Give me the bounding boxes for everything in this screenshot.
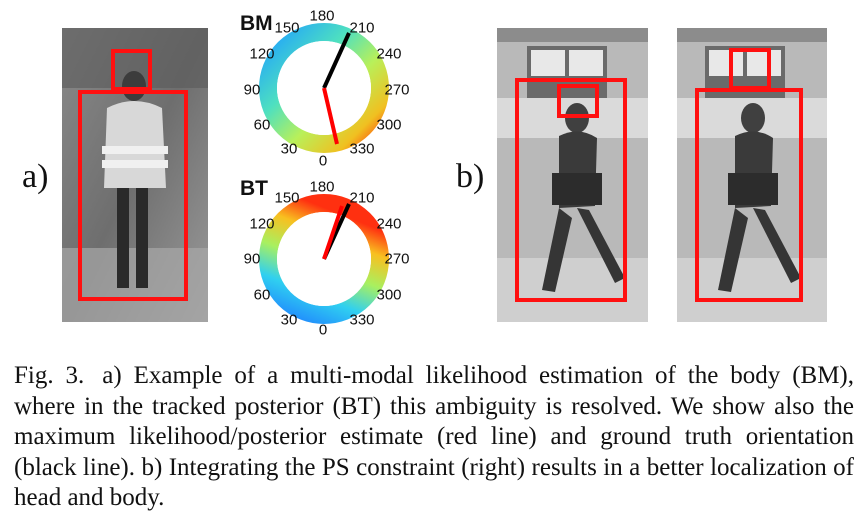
dial-bt-tick: 210 bbox=[349, 189, 375, 207]
dial-bt-tick: 330 bbox=[349, 311, 375, 329]
pedestrian-photo-b-left bbox=[497, 28, 648, 322]
head-box bbox=[729, 48, 771, 90]
ground-truth-line bbox=[322, 32, 351, 89]
estimate-line bbox=[322, 87, 339, 145]
pedestrian-photo-b-right bbox=[677, 28, 827, 322]
pedestrian-image-a bbox=[62, 28, 208, 322]
dial-bm-ring bbox=[259, 23, 389, 153]
dial-bt-tick: 240 bbox=[376, 215, 402, 233]
pedestrian-photo-a bbox=[62, 28, 208, 322]
dial-bm-tick: 120 bbox=[249, 45, 275, 63]
dial-bm-tick: 60 bbox=[253, 116, 271, 134]
dial-bm-tick: 0 bbox=[318, 152, 328, 170]
panel-a-label: a) bbox=[22, 158, 49, 195]
head-box bbox=[111, 49, 152, 91]
caption-text: a) Example of a multi-modal likelihood e… bbox=[14, 362, 854, 511]
dial-bt-tick: 120 bbox=[249, 215, 275, 233]
head-box bbox=[557, 84, 599, 118]
caption-label: Fig. 3. bbox=[14, 362, 85, 389]
dial-bm-tick: 90 bbox=[243, 81, 261, 99]
estimate-line bbox=[322, 205, 344, 260]
body-box bbox=[515, 78, 627, 302]
dial-bm-tick: 150 bbox=[274, 19, 300, 37]
figure-caption: Fig. 3. a) Example of a multi-modal likel… bbox=[14, 361, 854, 514]
panel-b-label: b) bbox=[456, 158, 485, 195]
dial-bt-tick: 150 bbox=[274, 189, 300, 207]
dial-bt-tick: 300 bbox=[376, 286, 402, 304]
dial-bm-title: BM bbox=[240, 12, 273, 35]
dial-bt-title: BT bbox=[240, 177, 268, 200]
dial-bm-tick: 270 bbox=[384, 81, 410, 99]
dial-bt-tick: 270 bbox=[384, 250, 410, 268]
dial-bm-tick: 30 bbox=[280, 140, 298, 158]
body-box bbox=[78, 90, 188, 301]
dial-bm-tick: 240 bbox=[376, 45, 402, 63]
dial-bt-tick: 180 bbox=[309, 178, 335, 196]
dial-bt-tick: 60 bbox=[253, 286, 271, 304]
body-box bbox=[695, 88, 803, 302]
dial-bt-tick: 90 bbox=[243, 250, 261, 268]
pedestrian-image-b-left bbox=[497, 28, 648, 322]
dial-bt-tick: 30 bbox=[280, 311, 298, 329]
dial-bt-ring bbox=[259, 194, 389, 324]
dial-bm-tick: 330 bbox=[349, 140, 375, 158]
dial-bm-tick: 300 bbox=[376, 116, 402, 134]
dial-bt-tick: 0 bbox=[318, 321, 328, 339]
dial-bm-tick: 210 bbox=[349, 19, 375, 37]
dial-bm-tick: 180 bbox=[309, 7, 335, 25]
